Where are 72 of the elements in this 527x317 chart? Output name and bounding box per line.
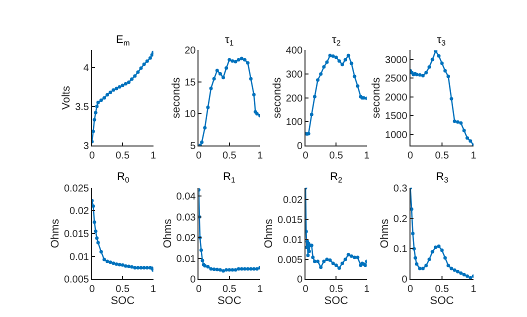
x-tick-label: 1 [150, 150, 156, 162]
x-tick-label: 0.5 [329, 284, 344, 296]
y-tick-label: 20 [184, 46, 196, 57]
y-tick-label: 0.04 [176, 192, 196, 203]
y-axis-title: Ohms [162, 218, 174, 248]
y-tick-label: 1000 [385, 130, 408, 141]
x-tick-label: 0.5 [222, 284, 237, 296]
y-tick-label: 0.01 [283, 234, 303, 246]
y-tick-label: 0.015 [277, 215, 303, 226]
y-tick-label: 0 [190, 274, 196, 286]
x-tick-label: 1 [257, 150, 264, 162]
y-tick-label: 0.01 [176, 254, 196, 265]
y-tick-label: 0.01 [70, 252, 90, 263]
y-tick-label: 0.2 [393, 214, 408, 225]
x-axis-title: SOC [430, 295, 454, 308]
y-tick-label: 0.02 [283, 195, 303, 206]
y-axis-title: Volts [60, 85, 73, 110]
x-tick-label: 0.5 [116, 284, 130, 296]
y-tick-label: 3 [83, 140, 90, 152]
y-axis-title: Ohms [263, 218, 276, 248]
x-tick-label: 1 [470, 150, 477, 162]
x-axis-title: SOC [217, 295, 242, 308]
y-tick-label: 10 [184, 109, 196, 120]
y-axis-title: seconds [271, 76, 284, 118]
x-axis-title: SOC [324, 295, 348, 308]
chart-title: τ$_{2}$ [332, 34, 341, 48]
y-axis-title: Ohms [50, 218, 62, 248]
x-tick-label: 1 [150, 284, 156, 296]
x-tick-label: 1 [364, 150, 370, 162]
y-tick-label: 4 [83, 62, 90, 74]
x-tick-label: 0.5 [222, 150, 237, 162]
y-tick-label: 0.005 [64, 274, 90, 286]
chart-title: E$_{m}$ [116, 34, 130, 48]
y-tick-label: 400 [286, 46, 303, 57]
y-tick-label: 5 [190, 140, 196, 152]
y-tick-label: 0.3 [393, 183, 408, 194]
y-tick-label: 2000 [385, 92, 408, 104]
x-tick-label: 0.5 [434, 150, 450, 162]
x-tick-label: 1 [364, 284, 370, 296]
y-tick-label: 0.015 [64, 229, 90, 240]
x-tick-label: 1 [470, 284, 477, 296]
x-tick-label: 0.5 [329, 150, 344, 162]
y-tick-label: 200 [286, 93, 303, 104]
y-tick-label: 0 [296, 140, 303, 152]
y-tick-label: 3.5 [75, 102, 90, 113]
y-tick-label: 0.005 [277, 254, 303, 266]
chart-title: τ$_{3}$ [437, 34, 446, 48]
x-tick-label: 0.5 [116, 150, 130, 162]
chart-title: R$_{3}$ [436, 171, 448, 184]
y-tick-label: 0.1 [393, 244, 408, 256]
x-tick-label: 0.5 [434, 284, 450, 296]
y-tick-label: 100 [286, 117, 303, 128]
y-tick-label: 3000 [385, 55, 408, 66]
y-axis-title: seconds [370, 76, 383, 118]
y-tick-label: 0.02 [176, 233, 196, 244]
chart-title: τ$_{1}$ [225, 34, 234, 48]
y-axis-title: Ohms [379, 218, 392, 248]
y-tick-label: 1500 [385, 111, 408, 122]
y-tick-label: 0.02 [70, 206, 90, 218]
y-tick-label: 2500 [385, 74, 408, 85]
y-tick-label: 0 [296, 274, 303, 286]
y-tick-label: 15 [184, 77, 196, 88]
chart-title: R$_{2}$ [330, 171, 342, 184]
chart-title: R$_{1}$ [223, 171, 236, 184]
y-tick-label: 0.025 [64, 183, 90, 194]
x-tick-label: 1 [257, 284, 264, 296]
chart-title: R$_{0}$ [117, 171, 130, 184]
x-axis-title: SOC [110, 295, 135, 308]
y-tick-label: 0.03 [176, 212, 196, 224]
y-tick-label: 0 [402, 274, 408, 286]
y-axis-title: seconds [170, 76, 182, 118]
y-tick-label: 300 [286, 70, 303, 81]
